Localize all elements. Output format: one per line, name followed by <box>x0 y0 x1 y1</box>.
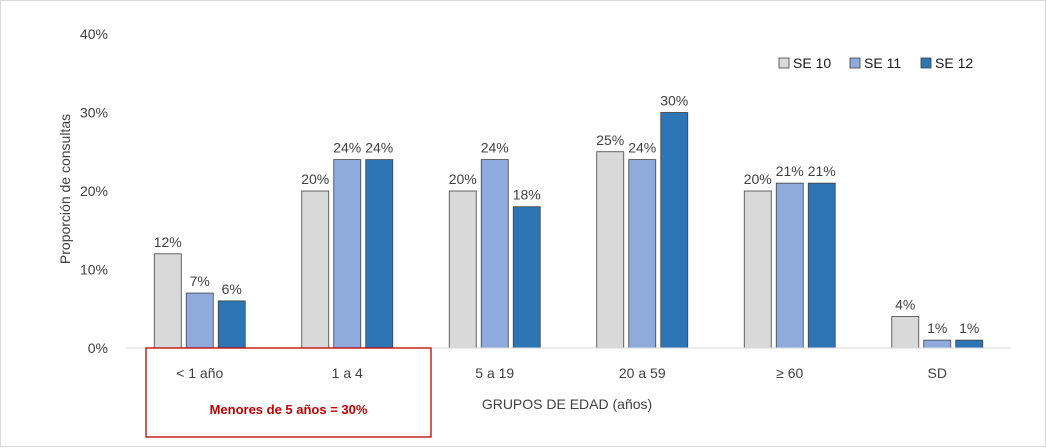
bar <box>512 206 541 349</box>
bar <box>365 159 394 349</box>
bar <box>596 151 625 349</box>
data-label: 21% <box>776 163 804 179</box>
y-tick-label: 30% <box>80 105 108 121</box>
bar <box>775 182 804 349</box>
data-label: 30% <box>660 93 688 109</box>
legend-swatch <box>849 57 861 69</box>
bar <box>480 159 509 349</box>
data-label: 18% <box>513 187 541 203</box>
x-tick-label: SD <box>928 365 947 381</box>
data-label: 20% <box>301 171 329 187</box>
data-label: 4% <box>895 297 915 313</box>
data-label: 12% <box>154 234 182 250</box>
annotation-group: Menores de 5 años = 30% <box>145 347 432 438</box>
data-label: 24% <box>628 140 656 156</box>
data-label: 24% <box>365 140 393 156</box>
data-label: 21% <box>808 163 836 179</box>
legend-label: SE 11 <box>864 55 901 71</box>
bar <box>743 190 772 349</box>
x-tick-label: ≥ 60 <box>776 365 803 381</box>
y-tick-label: 20% <box>80 183 108 199</box>
legend-swatch <box>778 57 790 69</box>
data-label: 20% <box>744 171 772 187</box>
legend-label: SE 12 <box>935 55 973 71</box>
annotation-text: Menores de 5 años = 30% <box>210 402 368 417</box>
bar <box>923 339 952 349</box>
data-label: 24% <box>333 140 361 156</box>
legend-label: SE 10 <box>793 55 831 71</box>
y-axis-title: Proporción de consultas <box>57 114 73 264</box>
data-label: 7% <box>190 273 210 289</box>
data-label: 20% <box>449 171 477 187</box>
x-axis-ticks: < 1 año 1 a 4 5 a 19 20 a 59 ≥ 60 SD <box>176 365 947 381</box>
bar <box>217 300 246 349</box>
bar <box>628 159 657 349</box>
x-axis-title: GRUPOS DE EDAD (años) <box>482 396 652 412</box>
bar <box>185 292 214 349</box>
bars <box>153 112 984 349</box>
bar <box>448 190 477 349</box>
bar <box>301 190 330 349</box>
data-label: 24% <box>481 140 509 156</box>
x-tick-label: 20 a 59 <box>619 365 666 381</box>
bar <box>807 182 836 349</box>
legend: SE 10 SE 11 SE 12 <box>778 55 973 71</box>
data-label: 1% <box>959 320 979 336</box>
y-tick-label: 10% <box>80 262 108 278</box>
x-tick-label: 5 a 19 <box>475 365 514 381</box>
data-label: 1% <box>927 320 947 336</box>
x-tick-label: < 1 año <box>176 365 223 381</box>
y-tick-label: 0% <box>88 340 108 356</box>
annotation-box <box>145 347 432 438</box>
y-tick-label: 40% <box>80 26 108 42</box>
data-label: 6% <box>222 281 242 297</box>
legend-swatch <box>920 57 932 69</box>
bar <box>153 253 182 349</box>
bar <box>333 159 362 349</box>
x-tick-label: 1 a 4 <box>332 365 363 381</box>
data-labels: 12%7% 6%20%24% 24%20%24%18%25% 24%30%20% 21%… <box>154 93 980 337</box>
bar <box>891 316 920 349</box>
bar <box>660 112 689 349</box>
y-axis-ticks: 0% 10% 20% 30% 40% <box>80 26 108 356</box>
data-label: 25% <box>596 132 624 148</box>
bar <box>955 339 984 349</box>
